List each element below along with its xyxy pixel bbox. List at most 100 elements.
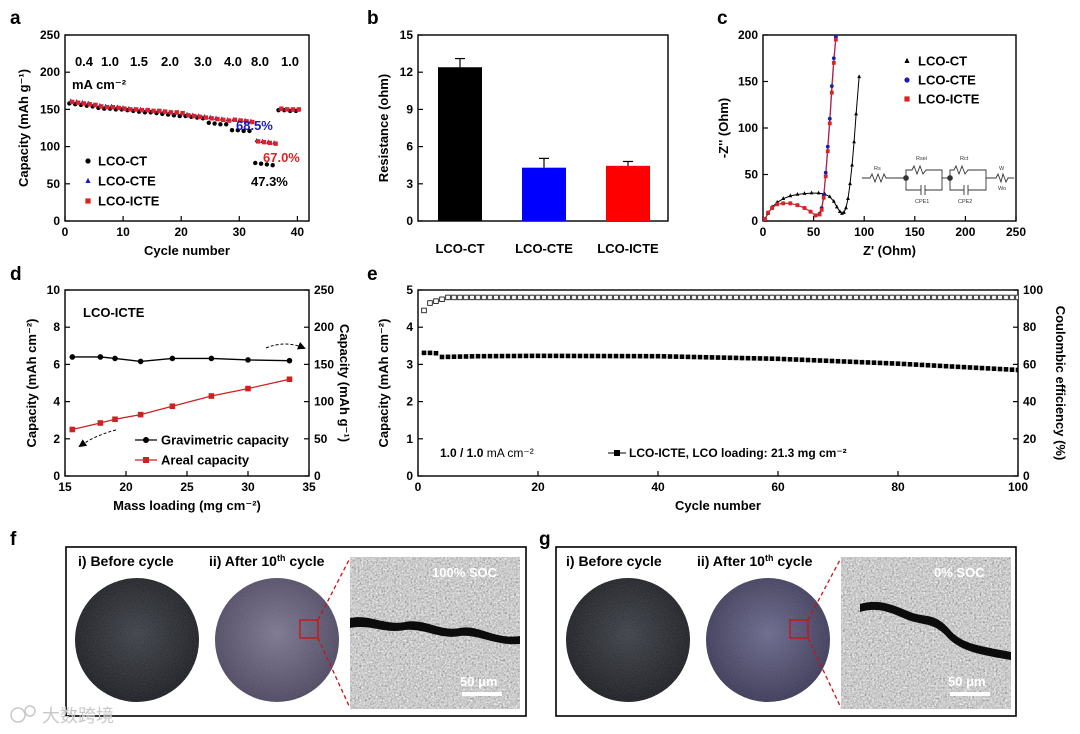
panel-e-point-Coulombic efficiency [457,294,463,301]
panel-e-point-Coulombic efficiency [907,294,913,301]
panel-e-point-Coulombic efficiency [463,294,469,301]
panel-a-rate-label: 2.0 [161,54,179,69]
circuit-rct-resistor [949,164,987,178]
panel-a-point-LCO-ICTE [250,119,255,125]
panel-a-point-LCO-ICTE [273,141,278,146]
panel-e-point-Coulombic efficiency [1009,294,1015,301]
panel-c-legend-marker [904,57,910,63]
panel-c-point-LCO-CT [846,196,850,200]
electrode-texture [566,578,690,702]
panel-a-rate-label: 4.0 [224,54,242,69]
panel-e-point-Coulombic efficiency [667,294,673,301]
panel-d-point-Gravimetric capacity [169,355,176,362]
panel-c-point-LCO-CTE [823,170,828,175]
electrode-texture [706,578,830,702]
panel-e-point-Coulombic efficiency [481,294,487,301]
panel-e-point-Coulombic efficiency [649,294,655,301]
panel-d-ytick-label-right: 250 [314,283,334,297]
panel-e-point-Coulombic efficiency [913,294,919,301]
panel-e-point-Coulombic efficiency [637,294,643,301]
panel-e-point-Capacity [865,360,871,365]
panel-c-fit-LCO-CT [764,76,860,220]
panel-d-legend-marker [143,457,149,463]
panel-e-point-Capacity [511,353,517,359]
panel-e-point-Capacity [919,362,925,368]
circuit-label-cpe2: CPE2 [958,199,972,205]
panel-a-point-LCO-ICTE [75,100,81,105]
panel-e-point-Coulombic efficiency [613,294,619,301]
panel-c-point-LCO-CT [844,205,848,210]
panel-e-point-Coulombic efficiency [973,294,979,301]
panel-e-point-Capacity [799,357,805,363]
panel-e-point-Coulombic efficiency [427,300,433,306]
panel-a-point-LCO-ICTE [261,139,267,145]
panel-b-category-label: LCO-CT [435,241,484,256]
panel-b-category-label: LCO-ICTE [597,241,659,256]
zoom-line [317,637,351,709]
panel-e-point-Capacity [505,353,511,359]
panel-e-point-Capacity [643,353,649,359]
circuit-label-rs: Rs [874,166,881,172]
panel-e-point-Coulombic efficiency [781,294,787,301]
panel-c-point-LCO-CT [857,74,862,79]
panel-e-point-Capacity [661,354,667,359]
panel-label-c: c [717,8,728,29]
panel-e-point-Capacity [793,357,799,362]
panel-a-point-LCO-ICTE [139,107,145,113]
sem-crack [860,601,1011,660]
panel-c-legend-marker [904,77,910,83]
panel-a-point-LCO-ICTE [290,107,296,112]
panel-e-point-Capacity [973,365,979,371]
panel-e-point-Capacity [571,353,577,359]
panel-e-point-Coulombic efficiency [673,294,679,301]
panel-f-after-label: ii) After 10th cycle [209,553,325,569]
panel-e-point-Capacity [925,362,931,368]
panel-d-point-Gravimetric capacity [69,354,76,360]
panel-d-ytick-label: 6 [53,357,60,371]
panel-a-point-LCO-CT [235,128,241,133]
panel-e-ytick-label-right: 100 [1023,283,1043,297]
panel-c-axes: 0 50 100 150 200 250 0 50 100 150 200 Z' (Ohm) -Z'' … [716,28,1026,258]
panel-b-ylabel: Resistance (ohm) [376,74,391,182]
panel-e-point-Capacity [847,359,853,365]
panel-e-point-Coulombic efficiency [721,294,727,301]
panel-e-point-Coulombic efficiency [577,294,583,301]
panel-e-point-Coulombic efficiency [835,294,841,301]
panel-e-point-Coulombic efficiency [685,294,691,301]
panel-a-point-LCO-ICTE [221,117,226,123]
right-axis-arrow [265,341,306,350]
panel-e-point-Capacity [535,353,541,359]
panel-a-point-LCO-ICTE [116,105,121,111]
panel-a-point-LCO-ICTE [226,118,232,123]
panel-e-point-Capacity [733,355,739,361]
panel-e-point-Coulombic efficiency [445,294,451,301]
panel-a-point-LCO-ICTE [128,107,133,112]
watermark-logo-icon [10,707,26,723]
panel-e-point-Capacity [823,358,829,364]
panel-a-point-LCO-ICTE [93,102,98,108]
panel-e-xtick-label: 80 [891,480,905,494]
panel-a-point-LCO-CT [253,160,258,166]
panel-c-ytick-label: 0 [751,214,758,228]
panel-e-point-Coulombic efficiency [421,307,427,314]
panel-e-point-Coulombic efficiency [979,294,985,301]
panel-e-point-Capacity [547,353,553,359]
panel-c-ytick-label: 50 [745,168,759,182]
panel-c-point-LCO-ICTE [827,121,832,126]
panel-a-rate-label: 1.5 [130,54,148,69]
panel-e-point-Coulombic efficiency [541,294,547,301]
panel-e-ytick-label: 5 [406,283,413,297]
panel-e-point-Capacity [937,363,943,369]
panel-e-point-Coulombic efficiency [1015,294,1018,301]
panel-e-ytick-label: 1 [406,432,413,446]
panel-d-ylabel-right: Capacity (mAh g⁻¹) [337,324,352,442]
panel-e-point-Coulombic efficiency [961,294,967,301]
sem-image-g: 0% SOC 50 μm [841,557,1011,709]
panel-a-ylabel: Capacity (mAh g⁻¹) [16,69,31,187]
panel-e-point-Coulombic efficiency [727,294,733,301]
panel-f-before-label: i) Before cycle [78,553,174,569]
panel-a-point-LCO-ICTE [238,118,243,123]
watermark-text: 大数跨境 [42,706,114,726]
panel-e-condition-unit: mA cm⁻² [483,446,533,460]
